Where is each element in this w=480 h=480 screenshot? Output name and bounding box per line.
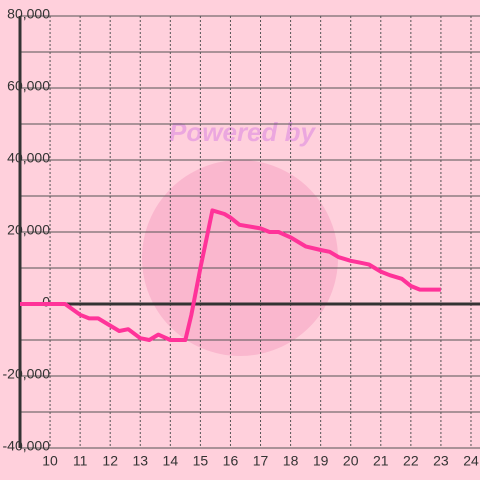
y-tick-label: -40,000 bbox=[3, 438, 51, 454]
x-tick-label: 20 bbox=[343, 453, 359, 469]
x-tick-label: 15 bbox=[193, 453, 209, 469]
y-tick-label: 20,000 bbox=[7, 222, 50, 238]
x-tick-label: 22 bbox=[403, 453, 419, 469]
x-tick-label: 19 bbox=[313, 453, 329, 469]
x-tick-label: 16 bbox=[223, 453, 239, 469]
x-tick-label: 18 bbox=[283, 453, 299, 469]
x-tick-label: 23 bbox=[433, 453, 449, 469]
x-tick-label: 11 bbox=[73, 453, 88, 469]
x-tick-label: 17 bbox=[253, 453, 269, 469]
x-tick-label: 12 bbox=[102, 453, 118, 469]
y-tick-label: 0 bbox=[42, 294, 50, 310]
watermark-text: Powered by bbox=[169, 117, 316, 147]
x-tick-label: 14 bbox=[163, 453, 179, 469]
x-tick-label: 10 bbox=[42, 453, 58, 469]
x-tick-label: 24 bbox=[463, 453, 479, 469]
y-tick-label: -20,000 bbox=[3, 366, 51, 382]
x-tick-label: 13 bbox=[132, 453, 148, 469]
x-tick-label: 21 bbox=[373, 453, 389, 469]
y-tick-label: 80,000 bbox=[7, 6, 50, 22]
y-tick-label: 60,000 bbox=[7, 78, 50, 94]
watermark-image bbox=[142, 160, 338, 356]
y-tick-label: 40,000 bbox=[7, 150, 50, 166]
series-line bbox=[20, 208, 441, 342]
